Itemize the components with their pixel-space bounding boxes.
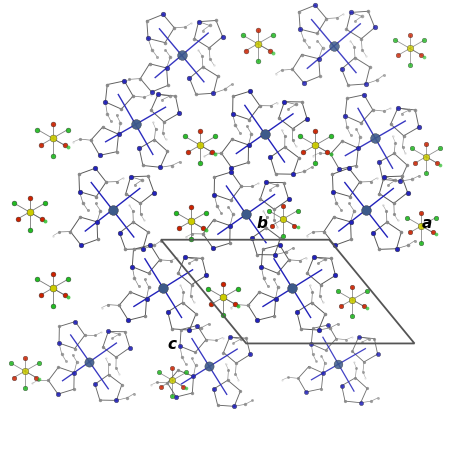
Text: a: a <box>422 216 432 231</box>
Text: c: c <box>167 337 176 352</box>
Text: b: b <box>257 216 268 231</box>
